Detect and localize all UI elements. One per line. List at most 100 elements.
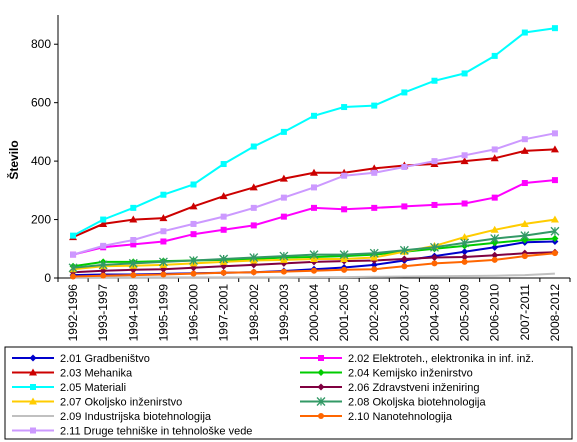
data-point [371, 102, 378, 109]
data-point [158, 257, 168, 267]
data-point [521, 180, 528, 187]
x-tick-label: 2007-2011 [518, 284, 532, 341]
x-tick-label: 1992-1996 [66, 284, 80, 342]
y-tick-label: 200 [31, 213, 51, 227]
data-point [401, 89, 408, 96]
data-point [280, 268, 287, 275]
y-axis-label: Število [6, 140, 21, 179]
y-tick-label: 600 [31, 96, 51, 110]
data-point [317, 383, 325, 391]
data-point [461, 200, 468, 207]
x-tick-label: 2001-2005 [337, 284, 351, 342]
x-tick-label: 2003-2007 [397, 284, 411, 342]
x-tick-label: 2004-2008 [427, 284, 441, 342]
data-point [551, 177, 558, 184]
legend-box [4, 346, 573, 440]
data-point [551, 130, 558, 137]
data-point [341, 266, 348, 273]
data-point [98, 260, 108, 270]
data-point [341, 104, 348, 111]
data-point [520, 231, 530, 241]
data-point [130, 272, 137, 279]
data-point [219, 192, 228, 200]
data-point [29, 397, 37, 405]
x-tick-label: 2005-2009 [458, 284, 472, 342]
data-point [521, 253, 528, 260]
data-point [279, 251, 289, 261]
data-point [460, 238, 470, 248]
legend-item: 2.04 Kemijsko inženirstvo [300, 368, 473, 380]
x-tick-label: 1996-2000 [187, 284, 201, 342]
x-tick-label: 2006-2010 [488, 284, 502, 342]
data-point [491, 256, 498, 263]
legend-label: 2.08 Okoljska biotehnologija [348, 397, 486, 409]
x-tick-label: 1993-1997 [96, 284, 110, 342]
data-point [339, 250, 349, 260]
legend-item: 2.06 Zdravstveni inženiring [300, 382, 479, 394]
data-point [550, 215, 559, 223]
series-line [70, 250, 558, 280]
data-point [551, 235, 559, 243]
x-tick-label: 2000-2004 [307, 284, 321, 342]
data-point [311, 112, 317, 119]
data-point [401, 203, 408, 210]
data-point [370, 261, 378, 269]
data-point [371, 266, 378, 273]
x-tick-label: 1999-2003 [277, 284, 291, 342]
legend-item: 2.09 Industrijska biotehnologija [12, 411, 212, 423]
x-axis: 1992-1996 1993-1997 1994-1998 1995-1999 1996… [57, 277, 571, 342]
y-axis: 0 200 400 600 800 [31, 15, 59, 285]
data-point [430, 242, 439, 252]
series-path [72, 27, 556, 237]
data-point [311, 267, 317, 274]
data-point [461, 258, 468, 265]
data-point [160, 271, 167, 278]
legend-label: 2.09 Industrijska biotehnologija [60, 411, 212, 423]
data-point [220, 213, 227, 220]
data-point [130, 241, 137, 248]
data-point [430, 254, 438, 262]
series-path [72, 148, 555, 239]
x-tick-label: 1997-2001 [217, 284, 231, 342]
data-point [99, 219, 108, 227]
legend: 2.01 Gradbeništvo 2.02 Elektroteh., elekt… [4, 346, 573, 440]
data-point [30, 427, 36, 434]
data-point [318, 413, 324, 419]
data-point [431, 158, 438, 165]
data-point [460, 233, 469, 241]
x-tick-label: 2002-2006 [367, 284, 381, 342]
data-point [520, 219, 529, 227]
data-point [279, 174, 288, 182]
data-point [100, 242, 107, 249]
y-tick-label: 400 [31, 154, 51, 168]
data-point [461, 152, 468, 159]
data-point [311, 204, 317, 211]
data-point [520, 146, 529, 154]
y-tick-label: 800 [31, 37, 51, 51]
data-point [431, 201, 438, 208]
data-point [129, 215, 138, 223]
data-point [490, 225, 499, 233]
data-point [189, 202, 198, 210]
series-line [70, 177, 558, 258]
data-point [220, 269, 227, 276]
data-point [491, 243, 499, 251]
data-point [280, 128, 287, 135]
data-point [461, 70, 468, 77]
legend-item: 2.10 Nanotehnologija [300, 411, 453, 423]
data-point [250, 222, 257, 229]
data-point [189, 256, 198, 265]
data-point [370, 164, 379, 172]
data-point [317, 369, 325, 376]
data-point [491, 146, 498, 153]
legend-item: 2.01 Gradbeništvo [12, 353, 150, 365]
data-point [490, 154, 499, 162]
legend-label: 2.05 Materiali [60, 382, 126, 394]
data-point [369, 248, 379, 258]
data-point [401, 263, 408, 270]
series-line [70, 130, 558, 258]
data-point [400, 255, 408, 263]
x-tick-label: 1998-2002 [247, 284, 261, 342]
data-point [341, 206, 348, 213]
